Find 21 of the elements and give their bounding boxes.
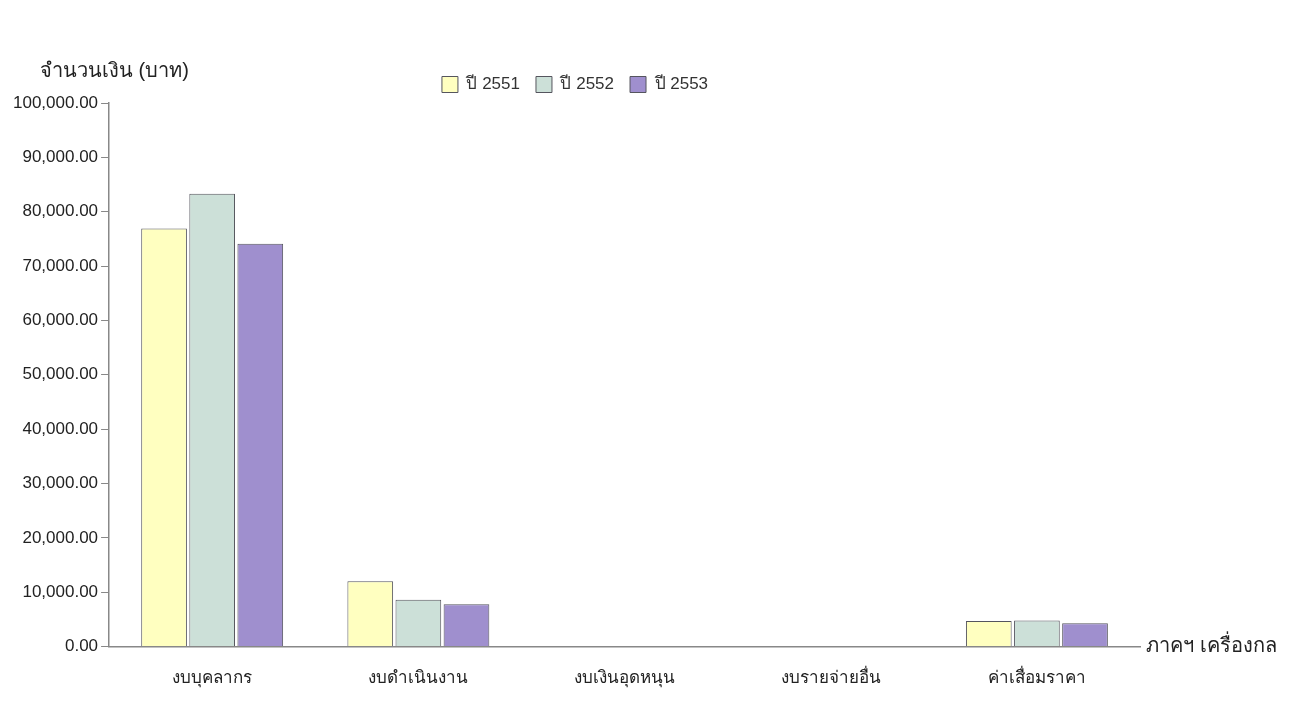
legend-label: ปี 2553 <box>653 74 709 94</box>
y-tick-label: 100,000.00 <box>12 92 99 112</box>
y-tick-label: 0.00 <box>64 636 99 656</box>
y-tick-label: 90,000.00 <box>22 147 99 167</box>
y-tick-label: 60,000.00 <box>22 310 99 330</box>
x-tick-label: งบดำเนินงาน <box>368 668 469 688</box>
legend-label: ปี 2551 <box>465 74 520 94</box>
y-tick-label: 80,000.00 <box>22 201 99 221</box>
y-tick-label: 20,000.00 <box>22 527 99 547</box>
y-tick-label: 10,000.00 <box>22 581 99 601</box>
y-tick-label: 50,000.00 <box>22 364 99 384</box>
y-axis-title: จำนวนเงิน (บาท) <box>40 58 189 81</box>
x-tick-label: งบรายจ่ายอื่น <box>780 665 881 688</box>
legend-label: ปี 2552 <box>559 74 615 94</box>
x-axis-title: ภาคฯ เครื่องกล <box>1146 631 1277 657</box>
y-tick-label: 30,000.00 <box>22 473 99 493</box>
x-tick-label: งบเงินอุดหนุน <box>574 668 676 689</box>
x-tick-label: งบบุคลากร <box>172 668 253 689</box>
y-tick-label: 40,000.00 <box>22 418 99 438</box>
x-tick-label: ค่าเสื่อมราคา <box>987 665 1086 688</box>
y-tick-label: 70,000.00 <box>22 255 99 275</box>
